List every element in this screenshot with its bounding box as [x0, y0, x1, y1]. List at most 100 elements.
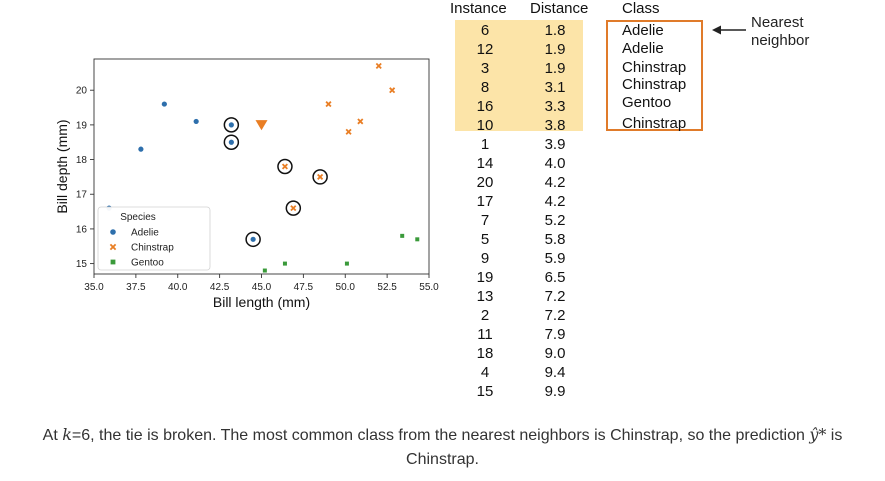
point-adelie	[250, 236, 256, 242]
nearest-rows-highlight	[455, 20, 583, 131]
x-tick-label: 47.5	[294, 282, 314, 293]
y-axis-label: Bill depth (mm)	[54, 119, 70, 213]
point-adelie	[138, 146, 144, 152]
instance-cell: 20	[476, 174, 494, 191]
caption-part3: is Chinstrap.	[406, 427, 843, 468]
distance-header: Distance	[530, 0, 589, 17]
distance-cell: 5.9	[544, 250, 566, 267]
distance-cell: 6.5	[544, 269, 566, 286]
nearest-neighbor-label-line1: Nearest	[751, 14, 804, 31]
neighbor-ring	[223, 117, 240, 133]
neighbor-class: Gentoo	[622, 94, 672, 111]
legend-marker-adelie	[110, 229, 116, 235]
distance-cell: 9.0	[544, 345, 566, 362]
legend-label-adelie: Adelie	[131, 228, 159, 239]
x-tick-label: 52.5	[377, 282, 397, 293]
point-chinstrap	[281, 163, 288, 170]
distance-cell: 3.1	[544, 79, 566, 96]
x-tick-label: 35.0	[84, 282, 104, 293]
x-tick-label: 50.0	[336, 282, 356, 293]
legend-marker-chinstrap	[109, 243, 117, 251]
instance-cell: 18	[476, 345, 494, 362]
y-tick-label: 20	[76, 86, 88, 97]
neighbor-class-box	[606, 20, 703, 131]
distance-cell: 9.9	[544, 383, 566, 400]
neighbor-ring	[312, 169, 328, 185]
distance-cell: 9.4	[544, 364, 566, 381]
point-adelie	[228, 122, 234, 128]
distance-cell: 4.0	[544, 155, 566, 172]
distance-cell: 3.8	[544, 117, 566, 134]
x-tick-label: 40.0	[168, 282, 188, 293]
point-chinstrap	[389, 87, 396, 94]
neighbor-ring	[277, 158, 293, 175]
y-tick-label: 16	[76, 224, 88, 235]
neighbor-class: Chinstrap	[622, 76, 687, 93]
neighbor-class: Chinstrap	[622, 115, 687, 132]
caption-yhat: ŷ*	[809, 425, 827, 444]
caption: At k=6, the tie is broken. The most comm…	[40, 423, 845, 472]
distance-cell: 1.8	[544, 22, 566, 39]
instance-cell: 5	[480, 231, 490, 248]
neighbor-ring	[223, 134, 240, 150]
y-tick-label: 19	[76, 120, 88, 131]
distance-cell: 7.2	[544, 288, 566, 305]
instance-cell: 16	[476, 98, 494, 115]
instance-cell: 17	[476, 193, 494, 210]
instance-cell: 13	[476, 288, 494, 305]
distance-cell: 4.2	[544, 174, 566, 191]
neighbor-class: Adelie	[622, 22, 664, 39]
distance-cell: 5.8	[544, 231, 566, 248]
instance-header: Instance	[450, 0, 507, 17]
distance-cell: 1.9	[544, 60, 566, 77]
instance-cell: 12	[476, 41, 494, 58]
instance-cell: 6	[480, 22, 490, 39]
instance-cell: 14	[476, 155, 494, 172]
legend-box	[97, 206, 211, 271]
y-tick-label: 15	[76, 259, 88, 270]
distance-cell: 7.2	[544, 307, 566, 324]
x-axis-label: Bill length (mm)	[213, 294, 310, 310]
caption-k: k	[62, 425, 72, 444]
point-chinstrap	[345, 128, 352, 135]
legend-marker-gentoo	[110, 259, 116, 265]
y-tick-label: 17	[76, 190, 88, 201]
instance-cell: 7	[480, 212, 490, 229]
instance-cell: 9	[480, 250, 490, 267]
distance-cell: 4.2	[544, 193, 566, 210]
instance-cell: 10	[476, 117, 494, 134]
instance-cell: 3	[480, 60, 490, 77]
x-tick-label: 37.5	[126, 282, 146, 293]
point-chinstrap	[357, 118, 364, 125]
distance-cell: 7.9	[544, 326, 566, 343]
point-gentoo	[415, 237, 420, 242]
instance-cell: 2	[480, 307, 490, 324]
instance-cell: 1	[480, 136, 490, 153]
nearest-neighbor-label-line2: neighbor	[751, 32, 810, 49]
instance-cell: 11	[477, 326, 493, 343]
caption-part2: =6, the tie is broken. The most common c…	[71, 427, 810, 444]
legend-label-chinstrap: Chinstrap	[131, 243, 174, 254]
point-chinstrap	[325, 101, 332, 108]
point-chinstrap	[317, 173, 324, 180]
instance-cell: 8	[480, 79, 490, 96]
neighbor-class: Chinstrap	[622, 59, 687, 76]
distance-cell: 5.2	[544, 212, 566, 229]
legend-label-gentoo: Gentoo	[131, 258, 164, 269]
point-adelie	[161, 101, 167, 107]
point-gentoo	[400, 233, 405, 238]
point-gentoo	[262, 268, 267, 273]
instance-cell: 19	[476, 269, 494, 286]
x-tick-label: 55.0	[419, 282, 439, 293]
neighbor-ring	[245, 231, 261, 248]
point-chinstrap	[290, 205, 297, 212]
neighbor-ring	[285, 200, 302, 216]
x-tick-label: 45.0	[252, 282, 272, 293]
query-point	[255, 120, 268, 131]
nearest-neighbor-label: Nearest neighbor	[751, 14, 809, 50]
scatter-chart: 35.0 37.5 40.0 42.5 45.0 47.5 50.0 52.5 55.0 15 16…	[54, 58, 439, 310]
point-gentoo	[344, 261, 349, 266]
point-adelie	[228, 139, 234, 145]
instance-cell: 15	[476, 383, 494, 400]
legend-title: Species	[120, 212, 156, 223]
